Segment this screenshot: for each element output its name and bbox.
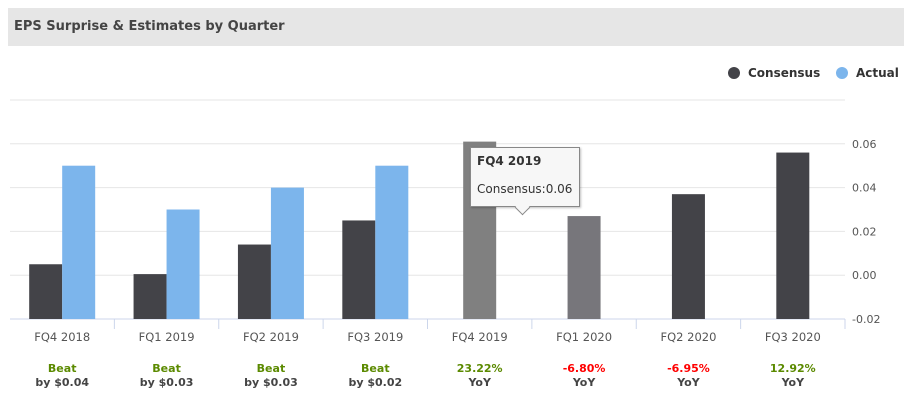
- y-tick-label: 0.06: [852, 138, 877, 151]
- summary-bottom: YoY: [677, 376, 700, 389]
- y-tick-label: -0.02: [852, 313, 880, 326]
- y-tick-label: 0.02: [852, 225, 877, 238]
- consensus-dot-icon: [728, 67, 740, 79]
- summary-top: -6.95%: [667, 362, 710, 375]
- actual-dot-icon: [836, 67, 848, 79]
- tooltip-value: 0.06: [545, 182, 573, 196]
- summary-bottom: YoY: [468, 376, 491, 389]
- x-tick-label: FQ4 2018: [34, 330, 90, 344]
- x-tick-label: FQ4 2019: [452, 330, 508, 344]
- summary-bottom: by $0.03: [244, 376, 298, 389]
- summary-top: -6.80%: [562, 362, 606, 375]
- surprise-summary: -6.95% YoY: [638, 362, 738, 390]
- actual-bar: [270, 187, 304, 319]
- panel-header: EPS Surprise & Estimates by Quarter: [8, 8, 904, 46]
- x-tick-label: FQ1 2020: [556, 330, 612, 344]
- legend-item-consensus[interactable]: Consensus: [728, 66, 820, 80]
- summary-top: 23.22%: [456, 362, 503, 375]
- surprise-summary: Beat by $0.03: [221, 362, 321, 390]
- surprise-summary: Beat by $0.02: [325, 362, 425, 390]
- summary-bottom: by $0.04: [35, 376, 90, 389]
- tooltip-title: FQ4 2019: [477, 154, 542, 168]
- chart-tooltip: FQ4 2019 Consensus:0.06: [470, 147, 580, 216]
- actual-bar: [166, 209, 200, 319]
- surprise-summary: -6.80% YoY: [534, 362, 634, 390]
- legend-item-actual[interactable]: Actual: [836, 66, 899, 80]
- legend-label: Actual: [856, 66, 899, 80]
- legend-label: Consensus: [748, 66, 821, 80]
- x-tick-label: FQ2 2020: [660, 330, 716, 344]
- surprise-summary: Beat by $0.03: [117, 362, 217, 390]
- surprise-summary: Beat by $0.04: [12, 362, 112, 390]
- consensus-bar: [342, 220, 376, 319]
- y-tick-label: 0.00: [852, 269, 877, 282]
- consensus-bar: [237, 244, 271, 319]
- surprise-summary: 23.22% YoY: [430, 362, 530, 390]
- summary-bottom: YoY: [572, 376, 596, 389]
- consensus-bar: [671, 194, 705, 319]
- panel-title: EPS Surprise & Estimates by Quarter: [14, 19, 285, 34]
- x-tick-label: FQ2 2019: [243, 330, 299, 344]
- x-tick-label: FQ3 2020: [765, 330, 821, 344]
- consensus-bar: [133, 274, 167, 319]
- y-tick-label: 0.04: [852, 182, 877, 195]
- actual-bar: [62, 165, 96, 319]
- summary-top: 12.92%: [769, 362, 816, 375]
- summary-top: Beat: [256, 362, 286, 375]
- summary-top: Beat: [152, 362, 181, 375]
- consensus-bar: [567, 216, 601, 319]
- x-tick-label: FQ1 2019: [139, 330, 195, 344]
- tooltip-content: Consensus:0.06: [477, 182, 572, 196]
- x-tick-label: FQ3 2019: [347, 330, 403, 344]
- actual-bar: [375, 165, 409, 319]
- summary-bottom: by $0.03: [139, 376, 194, 389]
- surprise-summary: 12.92% YoY: [743, 362, 843, 390]
- tooltip-label: Consensus:: [477, 182, 546, 196]
- summary-bottom: YoY: [781, 376, 805, 389]
- summary-bottom: by $0.02: [348, 376, 403, 389]
- summary-top: Beat: [47, 362, 77, 375]
- consensus-bar: [29, 264, 63, 319]
- consensus-bar: [776, 152, 810, 319]
- summary-top: Beat: [361, 362, 390, 375]
